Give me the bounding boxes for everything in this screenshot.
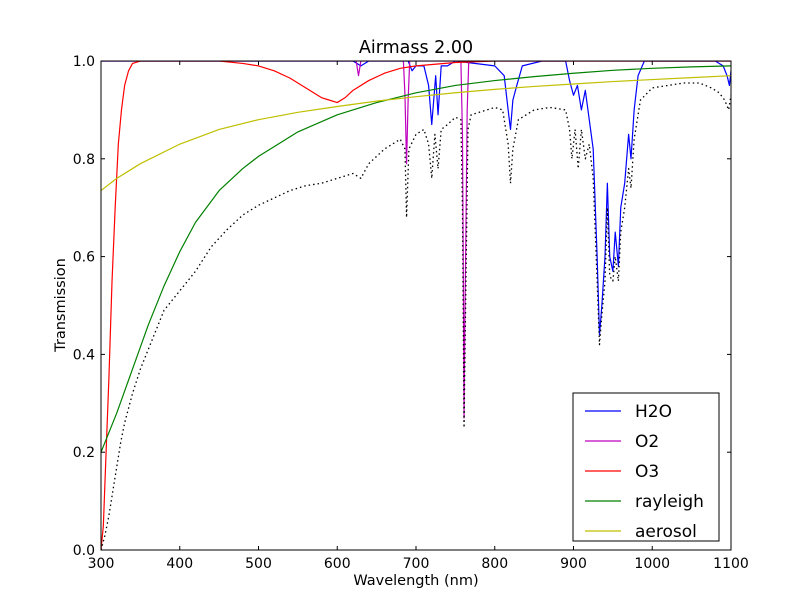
series-layer xyxy=(101,61,731,550)
series-line-o2 xyxy=(101,61,731,419)
y-tick-label: 0.0 xyxy=(73,543,95,559)
y-tick-label: 0.6 xyxy=(73,250,95,266)
legend-frame xyxy=(572,392,720,542)
legend: H2O O2 O3 rayleigh aerosol xyxy=(572,392,720,542)
chart-title: Airmass 2.00 xyxy=(359,38,473,58)
legend-label: O2 xyxy=(635,432,659,452)
x-tick-label: 700 xyxy=(403,556,430,572)
y-tick-label: 0.4 xyxy=(73,347,95,363)
series-line-aerosol xyxy=(101,75,731,192)
series-line-h2o xyxy=(101,61,731,336)
legend-label: O3 xyxy=(635,462,659,482)
x-tick-label: 600 xyxy=(324,556,351,572)
x-tick-label: 300 xyxy=(88,556,115,572)
legend-label: H2O xyxy=(635,402,672,422)
series-line-o3 xyxy=(101,61,731,550)
y-axis-label: Transmission xyxy=(53,258,69,353)
y-axis: 0.0 0.2 0.4 0.6 0.8 1.0 xyxy=(73,54,731,559)
series-line-rayleigh xyxy=(101,65,731,453)
x-tick-label: 1100 xyxy=(713,556,749,572)
x-tick-label: 800 xyxy=(481,556,508,572)
x-axis-label: Wavelength (nm) xyxy=(353,573,478,589)
y-tick-label: 1.0 xyxy=(73,54,95,70)
legend-label: rayleigh xyxy=(635,492,704,512)
y-tick-label: 0.8 xyxy=(73,152,95,168)
x-tick-label: 500 xyxy=(245,556,272,572)
x-tick-label: 900 xyxy=(560,556,587,572)
legend-label: aerosol xyxy=(635,522,697,542)
x-tick-label: 400 xyxy=(166,556,193,572)
x-axis: 300 400 500 600 700 800 900 1000 1100 xyxy=(88,61,749,572)
x-tick-label: 1000 xyxy=(634,556,670,572)
y-tick-label: 0.2 xyxy=(73,445,95,461)
